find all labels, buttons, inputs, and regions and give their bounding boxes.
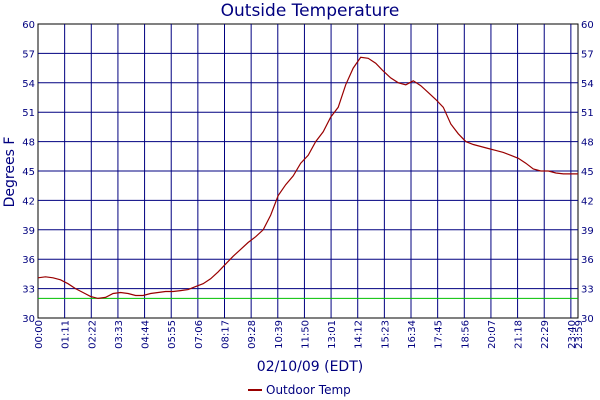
x-tick-label: 21:18 (514, 320, 525, 349)
x-tick-label: 07:06 (194, 320, 205, 349)
y-tick-label-left: 33 (22, 285, 35, 296)
y-tick-label-right: 45 (581, 167, 594, 178)
y-axis-left: 30 33 36 39 42 45 48 51 54 57 60 (22, 20, 35, 325)
y-tick-label-right: 36 (581, 255, 594, 266)
x-tick-label: 05:55 (167, 320, 178, 349)
y-tick-label-right: 60 (581, 20, 594, 31)
chart-title: Outside Temperature (221, 1, 400, 21)
y-axis-right: 30 33 36 39 42 45 48 51 54 57 60 (581, 20, 594, 325)
y-tick-label-left: 48 (22, 138, 35, 149)
y-tick-label-left: 36 (22, 255, 35, 266)
x-axis-label: 02/10/09 (EDT) (257, 359, 363, 375)
y-tick-label-left: 60 (22, 20, 35, 31)
y-tick-label-left: 51 (22, 108, 35, 119)
y-tick-label-right: 48 (581, 138, 594, 149)
x-tick-label: 22:29 (540, 320, 551, 349)
y-tick-label-right: 51 (581, 108, 594, 119)
x-tick-label: 15:23 (380, 320, 391, 349)
y-tick-label-right: 39 (581, 226, 594, 237)
outdoor-temp-series-line (37, 56, 578, 300)
y-tick-label-right: 57 (581, 49, 594, 60)
y-axis-label: Degrees F (2, 137, 18, 208)
x-tick-label: 00:00 (34, 320, 45, 349)
y-tick-label-right: 42 (581, 196, 594, 207)
x-tick-label: 23:59 (574, 320, 585, 349)
grid-lines (38, 24, 578, 318)
y-tick-label-right: 33 (581, 285, 594, 296)
legend-label: Outdoor Temp (266, 383, 351, 397)
y-tick-label-left: 57 (22, 49, 35, 60)
y-tick-label-right: 54 (581, 79, 594, 90)
x-tick-label: 04:44 (141, 320, 152, 349)
x-tick-label: 08:17 (221, 320, 232, 349)
x-tick-label: 09:28 (247, 320, 258, 349)
x-tick-label: 16:34 (407, 320, 418, 349)
y-tick-label-left: 42 (22, 196, 35, 207)
y-tick-label-right: 30 (581, 314, 594, 325)
x-tick-label: 20:07 (487, 320, 498, 349)
y-tick-label-left: 45 (22, 167, 35, 178)
x-tick-label: 01:11 (61, 320, 72, 349)
y-tick-label-left: 54 (22, 79, 35, 90)
y-tick-label-left: 39 (22, 226, 35, 237)
x-tick-label: 14:12 (354, 320, 365, 349)
y-tick-label-left: 30 (22, 314, 35, 325)
x-tick-label: 02:22 (87, 320, 98, 349)
x-tick-label: 18:56 (460, 320, 471, 349)
x-tick-label: 10:39 (274, 320, 285, 349)
x-tick-label: 11:50 (300, 320, 311, 349)
x-tick-label: 17:45 (434, 320, 445, 349)
legend: Outdoor Temp (248, 383, 351, 397)
x-tick-label: 23:40 (567, 320, 578, 349)
x-tick-label: 03:33 (114, 320, 125, 349)
x-axis: 00:00 01:11 02:22 03:33 04:44 05:55 07:06 08:17… (34, 320, 585, 349)
x-tick-label: 13:01 (327, 320, 338, 349)
